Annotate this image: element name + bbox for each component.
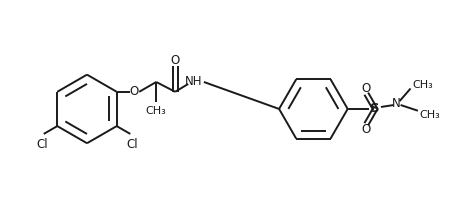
Text: O: O [170, 54, 180, 67]
Text: O: O [362, 123, 371, 136]
Text: O: O [130, 85, 139, 98]
Text: S: S [370, 102, 380, 116]
Text: CH₃: CH₃ [412, 80, 433, 90]
Text: N: N [392, 96, 401, 110]
Text: Cl: Cl [126, 138, 138, 151]
Text: CH₃: CH₃ [420, 110, 441, 120]
Text: CH₃: CH₃ [146, 106, 167, 116]
Text: NH: NH [185, 75, 203, 88]
Text: Cl: Cl [36, 138, 48, 151]
Text: O: O [362, 82, 371, 95]
